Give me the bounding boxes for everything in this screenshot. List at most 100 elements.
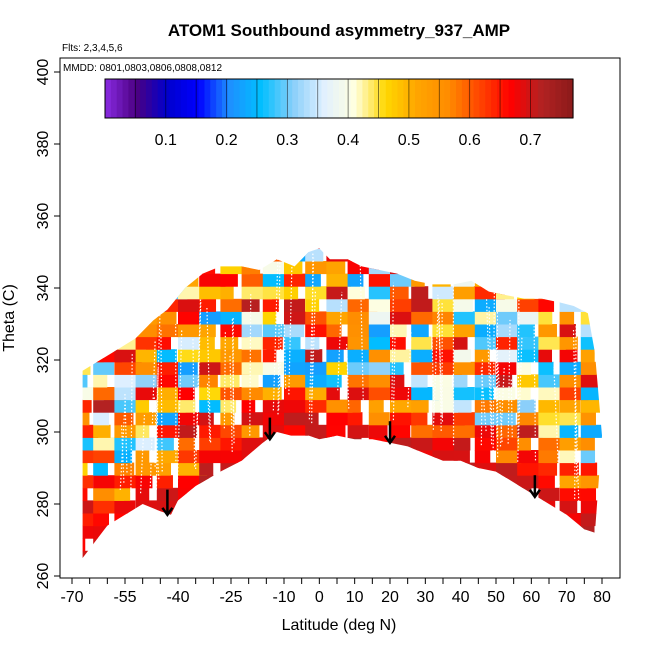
heat-cell bbox=[241, 261, 261, 275]
flight-trace bbox=[154, 315, 161, 467]
colorbar-step bbox=[222, 79, 229, 118]
heat-cell bbox=[220, 286, 234, 300]
heat-cell bbox=[411, 437, 435, 451]
heat-cell bbox=[114, 525, 135, 539]
heat-cell bbox=[453, 273, 474, 287]
heat-cell bbox=[82, 412, 90, 426]
heat-cell bbox=[411, 424, 437, 438]
heat-cell bbox=[305, 286, 327, 300]
heat-cell bbox=[347, 412, 363, 426]
heat-cell bbox=[326, 349, 344, 363]
heat-cell bbox=[602, 298, 603, 312]
heat-cell bbox=[284, 424, 309, 438]
colorbar-step bbox=[432, 79, 440, 118]
heat-cell bbox=[390, 513, 415, 527]
heat-cell bbox=[199, 525, 230, 539]
heat-cell bbox=[453, 475, 475, 489]
heat-cell bbox=[390, 475, 416, 489]
flight-trace bbox=[196, 300, 202, 441]
heat-cell bbox=[135, 450, 150, 464]
heat-cell bbox=[199, 248, 221, 262]
heat-cell bbox=[475, 223, 506, 236]
heat-cell bbox=[517, 387, 531, 401]
colorbar-step bbox=[280, 79, 287, 118]
heat-cell bbox=[390, 399, 414, 413]
heat-cell bbox=[326, 248, 357, 249]
heat-cell bbox=[199, 412, 214, 426]
heat-cell bbox=[453, 513, 476, 527]
heat-cell bbox=[284, 223, 309, 236]
heat-cell bbox=[368, 450, 393, 464]
heat-cell bbox=[241, 248, 271, 262]
colorbar-step bbox=[286, 79, 293, 118]
x-tick-label: 30 bbox=[416, 589, 434, 606]
heat-cell bbox=[93, 538, 111, 552]
heat-cell bbox=[220, 563, 247, 576]
heat-cell bbox=[474, 550, 491, 558]
heat-cell bbox=[411, 525, 425, 539]
heat-cell bbox=[580, 462, 598, 476]
heat-cell bbox=[284, 450, 305, 464]
heat-cell bbox=[347, 525, 371, 539]
heat-cell bbox=[262, 286, 290, 300]
heat-cell bbox=[411, 487, 437, 501]
colorbar-step bbox=[110, 79, 118, 118]
heat-cell bbox=[602, 500, 603, 514]
flight-trace bbox=[176, 330, 183, 483]
heat-cell bbox=[178, 525, 211, 539]
heat-cell bbox=[284, 500, 299, 514]
heat-cell bbox=[411, 273, 425, 287]
y-tick-label: 400 bbox=[35, 59, 52, 86]
heat-cell bbox=[602, 336, 603, 350]
heat-cell bbox=[199, 223, 221, 236]
heat-cell bbox=[326, 500, 354, 514]
heat-cell bbox=[432, 261, 453, 275]
heat-cell bbox=[517, 437, 531, 451]
colorbar-step bbox=[292, 79, 299, 118]
heat-cell bbox=[602, 525, 603, 539]
heat-cell bbox=[580, 374, 603, 388]
heat-cell bbox=[241, 487, 256, 501]
flight-trace bbox=[392, 335, 396, 421]
heat-cell bbox=[82, 273, 97, 287]
heat-cell bbox=[220, 349, 244, 363]
heat-cell bbox=[305, 361, 329, 375]
heat-cell bbox=[538, 538, 560, 552]
heat-cell bbox=[474, 525, 493, 539]
x-tick-label: -25 bbox=[219, 589, 242, 606]
heat-cell bbox=[602, 349, 603, 363]
heat-cell bbox=[453, 424, 479, 438]
heat-cell bbox=[220, 437, 249, 451]
colorbar-tick-label: 0.7 bbox=[519, 132, 541, 149]
x-tick-label: 70 bbox=[558, 589, 576, 606]
heat-cell bbox=[368, 248, 391, 249]
heat-cell bbox=[411, 399, 429, 413]
colorbar-step bbox=[438, 79, 445, 118]
heat-cell bbox=[453, 349, 471, 363]
heat-cell bbox=[82, 538, 86, 552]
heat-cell bbox=[135, 387, 163, 401]
heat-cell bbox=[284, 387, 308, 401]
colorbar-step bbox=[116, 79, 124, 118]
heatmap-field bbox=[82, 223, 603, 576]
heat-cell bbox=[220, 475, 239, 489]
heat-cell bbox=[262, 538, 294, 552]
heat-cell bbox=[305, 336, 320, 350]
arrow-head bbox=[161, 507, 174, 517]
heat-cell bbox=[602, 437, 603, 451]
heat-cell bbox=[347, 462, 376, 476]
flight-trace bbox=[119, 401, 126, 490]
heat-cell bbox=[559, 550, 591, 558]
flight-trace bbox=[480, 359, 483, 446]
heat-cell bbox=[220, 424, 246, 438]
heat-cell bbox=[347, 487, 376, 501]
heat-cell bbox=[496, 412, 516, 426]
heat-cell bbox=[199, 387, 221, 401]
heat-cell bbox=[157, 223, 185, 236]
heat-cell bbox=[82, 450, 95, 464]
heat-cell bbox=[114, 248, 130, 249]
heat-cell bbox=[368, 437, 388, 451]
heat-cell bbox=[178, 248, 211, 262]
heat-cell bbox=[580, 399, 603, 413]
colorbar-step bbox=[549, 79, 557, 118]
